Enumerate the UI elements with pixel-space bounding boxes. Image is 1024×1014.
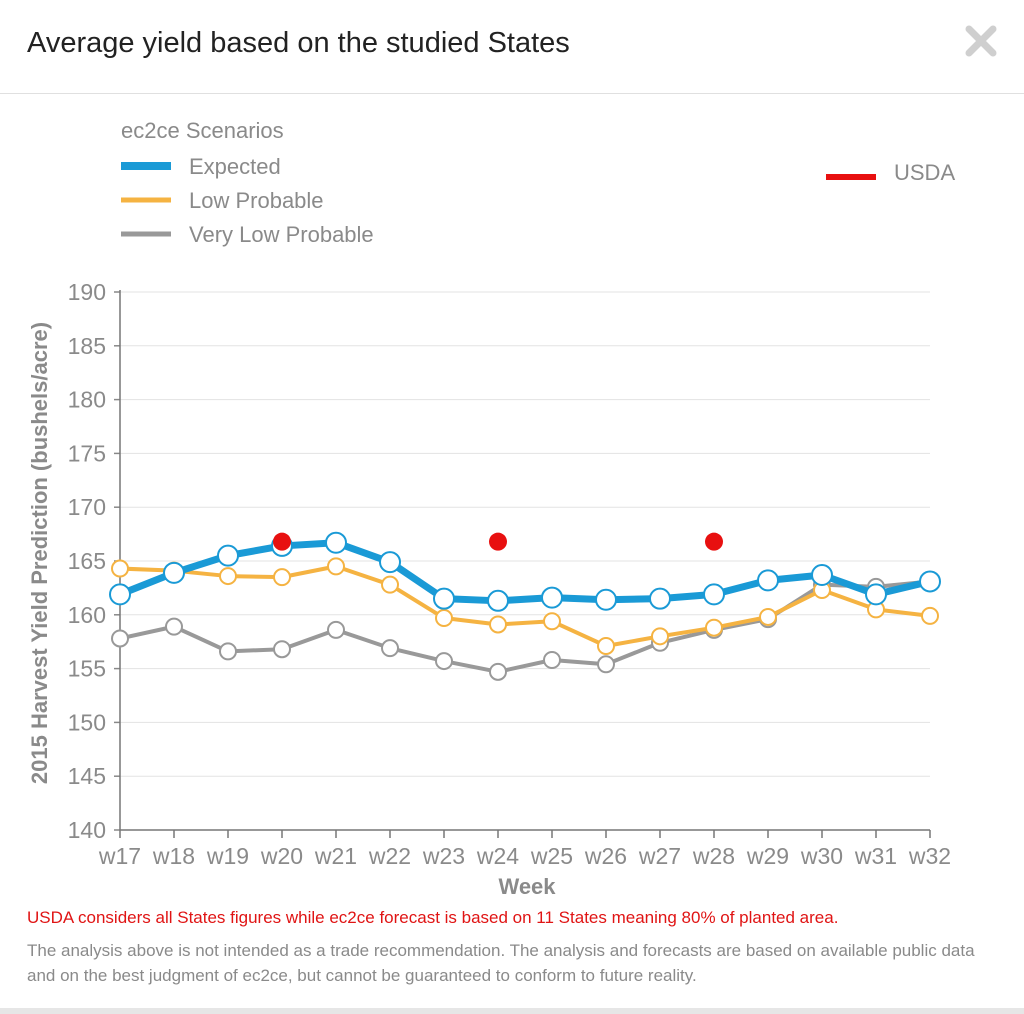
data-point-very-low-probable	[111, 629, 129, 648]
data-point-very-low-probable	[489, 662, 507, 681]
modal-title: Average yield based on the studied State…	[27, 27, 570, 59]
data-point-low-probable	[597, 637, 615, 656]
data-point-low-probable	[435, 609, 453, 628]
usda-point	[489, 532, 507, 551]
y-tick-label: 150	[68, 709, 106, 735]
series-line-low-probable	[118, 564, 932, 649]
data-point-expected	[433, 587, 455, 610]
data-point-very-low-probable	[597, 655, 615, 674]
x-tick-label: w31	[854, 843, 897, 869]
data-point-expected	[865, 583, 887, 606]
usda-point	[705, 532, 723, 551]
x-tick-label: w32	[908, 843, 951, 869]
legend-label-usda: USDA	[894, 160, 955, 185]
x-tick-label: w26	[584, 843, 627, 869]
data-point-expected	[379, 551, 401, 574]
data-point-expected	[703, 583, 725, 606]
data-point-very-low-probable	[327, 620, 345, 639]
data-point-low-probable	[651, 627, 669, 646]
usda-note: USDA considers all States figures while …	[27, 908, 839, 927]
y-tick-label: 165	[68, 548, 106, 574]
y-tick-label: 185	[68, 333, 106, 359]
y-tick-label: 160	[68, 602, 106, 628]
legend-label: Expected	[189, 154, 281, 179]
x-tick-label: w21	[314, 843, 357, 869]
data-point-very-low-probable	[219, 642, 237, 661]
chart-area: 140 145 150 155 160 165 170 175 180 185 190 w17 w18 w…	[0, 94, 1024, 914]
yield-line-chart: 140 145 150 155 160 165 170 175 180 185 190 w17 w18 w…	[27, 118, 955, 899]
data-point-very-low-probable	[381, 639, 399, 658]
y-tick-label: 175	[68, 440, 106, 466]
data-point-low-probable	[111, 559, 129, 578]
y-tick-label: 145	[68, 763, 106, 789]
x-tick-label: w19	[206, 843, 249, 869]
y-tick-label: 140	[68, 817, 106, 843]
x-axis-title: Week	[498, 874, 556, 899]
x-tick-label: w28	[692, 843, 735, 869]
data-point-low-probable	[327, 557, 345, 576]
legend-label: Very Low Probable	[189, 222, 374, 247]
y-tick-label: 155	[68, 656, 106, 682]
close-icon[interactable]	[962, 22, 1000, 60]
data-point-very-low-probable	[435, 652, 453, 671]
data-point-very-low-probable	[543, 650, 561, 669]
x-tick-label: w18	[152, 843, 195, 869]
x-tick-label: w22	[368, 843, 411, 869]
data-point-expected	[595, 588, 617, 611]
data-point-expected	[811, 563, 833, 586]
data-point-low-probable	[759, 607, 777, 626]
data-point-low-probable	[489, 615, 507, 634]
data-point-expected	[487, 589, 509, 612]
x-tick-label: w17	[98, 843, 141, 869]
data-point-low-probable	[381, 575, 399, 594]
modal-header: Average yield based on the studied State…	[0, 0, 1024, 94]
modal-bottom-edge	[0, 1008, 1024, 1014]
data-point-low-probable	[705, 618, 723, 637]
legend-label: Low Probable	[189, 188, 324, 213]
y-axis-title: 2015 Harvest Yield Prediction (bushels/a…	[27, 322, 52, 784]
data-point-low-probable	[219, 567, 237, 586]
x-tick-label: w30	[800, 843, 843, 869]
data-point-expected	[649, 587, 671, 610]
y-tick-label: 170	[68, 494, 106, 520]
data-point-very-low-probable	[165, 617, 183, 636]
data-point-expected	[757, 569, 779, 592]
y-tick-label: 190	[68, 279, 106, 305]
disclaimer-text: The analysis above is not intended as a …	[27, 941, 975, 985]
x-tick-label: w29	[746, 843, 789, 869]
x-tick-label: w20	[260, 843, 303, 869]
y-tick-label: 180	[68, 387, 106, 413]
usda-point	[273, 532, 291, 551]
x-tick-label: w23	[422, 843, 465, 869]
data-point-low-probable	[921, 606, 939, 625]
data-point-low-probable	[273, 568, 291, 587]
data-point-expected	[109, 583, 131, 606]
x-tick-label: w24	[476, 843, 519, 869]
series-line-expected	[116, 539, 934, 605]
data-point-expected	[163, 561, 185, 584]
data-point-expected	[325, 531, 347, 554]
x-tick-label: w25	[530, 843, 573, 869]
data-point-expected	[217, 544, 239, 567]
legend-title: ec2ce Scenarios	[121, 118, 284, 143]
data-point-expected	[919, 570, 941, 593]
x-tick-label: w27	[638, 843, 681, 869]
data-point-expected	[541, 586, 563, 609]
data-point-low-probable	[543, 612, 561, 631]
data-point-very-low-probable	[273, 640, 291, 659]
